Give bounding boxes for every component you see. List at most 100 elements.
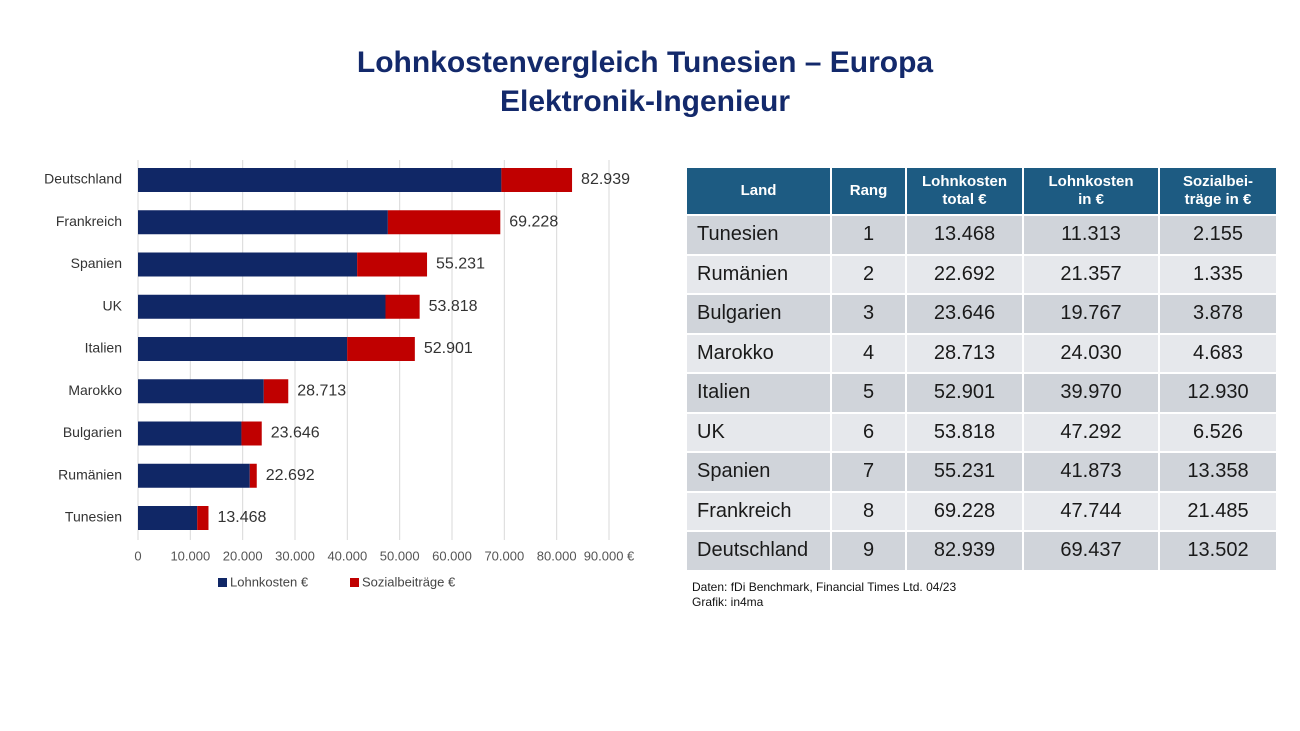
header-cell: Lohnkosten in € <box>1024 168 1158 214</box>
bar <box>387 210 501 235</box>
legend-label: Lohnkosten € <box>230 574 309 589</box>
y-tick-label: Bulgarien <box>63 424 122 440</box>
header-text: Lohnkosten <box>922 173 1007 190</box>
table-cell: Frankreich <box>687 492 830 530</box>
y-tick-label: UK <box>103 297 123 313</box>
header-text: total € <box>942 191 987 208</box>
bar <box>138 252 358 277</box>
table-cell: 47.292 <box>1024 413 1158 451</box>
source: Daten: fDi Benchmark, Financial Times Lt… <box>692 580 957 594</box>
header-cell: Rang <box>832 168 905 214</box>
table-row: Frankreich 8 69.228 47.744 21.485 <box>687 492 1276 530</box>
header-cell: Sozialbei-träge in € <box>1160 168 1276 214</box>
bar <box>249 463 257 488</box>
table-cell: 2 <box>832 255 905 293</box>
header-text: Sozialbei- <box>1182 173 1253 190</box>
table-cell: 19.767 <box>1024 295 1158 333</box>
table-cell: 39.970 <box>1024 374 1158 412</box>
table-cell: 28.713 <box>907 334 1022 372</box>
y-tick-label: Italien <box>85 340 122 356</box>
y-tick-label: Spanien <box>71 255 122 271</box>
y-tick-label: Rumänien <box>58 466 122 482</box>
x-tick-label: 70.000 <box>484 548 524 563</box>
table-cell: 21.485 <box>1160 492 1276 530</box>
bar <box>138 294 386 319</box>
bar <box>501 168 573 192</box>
header-cell: Land <box>687 168 830 214</box>
table-cell: UK <box>687 413 830 451</box>
table-row: Italien 5 52.901 39.970 12.930 <box>687 374 1276 412</box>
table-cell: 41.873 <box>1024 453 1158 491</box>
bar <box>357 252 428 277</box>
table-cell: Rumänien <box>687 255 830 293</box>
legend-swatch <box>218 578 227 587</box>
x-tick-label: 20.000 <box>223 548 263 563</box>
table-cell: 22.692 <box>907 255 1022 293</box>
table-cell: Marokko <box>687 334 830 372</box>
table-cell: Tunesien <box>687 216 830 254</box>
table-cell: 21.357 <box>1024 255 1158 293</box>
header-text: Lohnkosten <box>1048 173 1134 190</box>
table-cell: 4 <box>832 334 905 372</box>
x-tick-label: 30.000 <box>275 548 315 563</box>
header-cell: Lohnkosten total € <box>907 168 1022 214</box>
x-tick-label: 0 <box>134 548 141 563</box>
table-cell: Italien <box>687 374 830 412</box>
table-cell: 6.526 <box>1160 413 1276 451</box>
data-label: 23.646 <box>271 425 320 442</box>
data-label: 13.468 <box>217 509 266 526</box>
table-cell: 13.502 <box>1160 532 1276 570</box>
table-row: Deutschland 9 82.939 69.437 13.502 <box>687 532 1276 570</box>
table-cell: 4.683 <box>1160 334 1276 372</box>
bar <box>263 379 289 404</box>
table-row: Tunesien 1 13.468 11.313 2.155 <box>687 216 1276 254</box>
bar <box>241 421 262 446</box>
table-cell: 1.335 <box>1160 255 1276 293</box>
table-cell: 11.313 <box>1024 216 1158 254</box>
header-text: in € <box>1078 191 1104 208</box>
source: Grafik: in4ma <box>692 595 764 609</box>
bar <box>197 506 209 530</box>
header-text: träge in € <box>1184 191 1252 208</box>
bar <box>138 379 264 404</box>
legend-label: Sozialbeiträge € <box>362 574 456 589</box>
data-label: 55.231 <box>436 256 485 273</box>
data-table: Land Rang Lohnkosten total € Lohnkosten in € S… <box>685 166 1278 572</box>
bar <box>138 337 348 361</box>
x-tick-label: 80.000 <box>537 548 577 563</box>
header-text: Rang <box>849 182 888 199</box>
title-line: Elektronik-Ingenieur <box>499 85 791 118</box>
x-tick-label: 60.000 <box>432 548 472 563</box>
table-cell: 2.155 <box>1160 216 1276 254</box>
data-label: 52.901 <box>424 340 473 357</box>
y-tick-label: Frankreich <box>56 213 122 229</box>
table-cell: 47.744 <box>1024 492 1158 530</box>
data-label: 28.713 <box>297 382 346 399</box>
data-label: 22.692 <box>266 467 315 484</box>
table-row: UK 6 53.818 47.292 6.526 <box>687 413 1276 451</box>
bar <box>138 506 198 530</box>
table-cell: 13.358 <box>1160 453 1276 491</box>
table-row: Bulgarien 3 23.646 19.767 3.878 <box>687 295 1276 333</box>
bar <box>138 168 502 192</box>
data-label: 69.228 <box>509 213 558 230</box>
table-cell: 3.878 <box>1160 295 1276 333</box>
table-cell: 8 <box>832 492 905 530</box>
bar <box>138 463 250 488</box>
table-row: Rumänien 2 22.692 21.357 1.335 <box>687 255 1276 293</box>
x-tick-label: 10.000 <box>170 548 210 563</box>
table-cell: 13.468 <box>907 216 1022 254</box>
title-line: Lohnkostenvergleich Tunesien – Europa <box>356 46 934 79</box>
table-cell: 7 <box>832 453 905 491</box>
table-cell: 69.437 <box>1024 532 1158 570</box>
x-tick-label: 50.000 <box>380 548 420 563</box>
data-label: 53.818 <box>429 298 478 315</box>
x-tick-label: 40.000 <box>327 548 367 563</box>
bar <box>347 337 415 361</box>
y-tick-label: Deutschland <box>44 171 122 187</box>
table-cell: 24.030 <box>1024 334 1158 372</box>
y-tick-label: Marokko <box>68 382 122 398</box>
table-cell: 12.930 <box>1160 374 1276 412</box>
table-cell: 53.818 <box>907 413 1022 451</box>
table-cell: 69.228 <box>907 492 1022 530</box>
